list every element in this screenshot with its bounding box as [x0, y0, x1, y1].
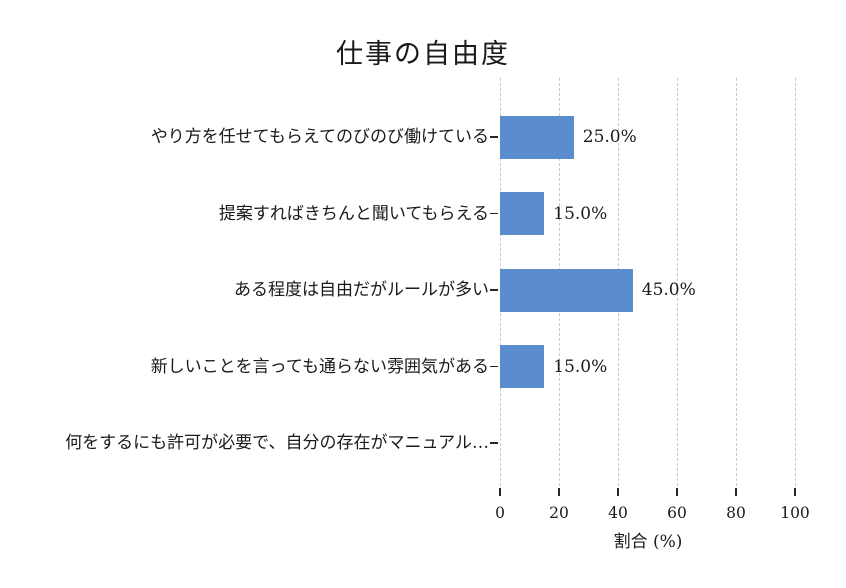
category-label: ある程度は自由だがルールが多い [234, 280, 489, 300]
bar-value-label: 15.0% [553, 356, 608, 377]
y-tick [490, 136, 498, 138]
bar [500, 345, 545, 388]
x-tick [617, 488, 619, 496]
x-tick-label: 80 [726, 504, 746, 522]
y-tick [490, 212, 498, 215]
bar [500, 268, 633, 312]
y-tick [490, 365, 498, 368]
category-label: 新しいことを言っても通らない雰囲気がある [150, 356, 489, 377]
chart-title: 仕事の自由度 [336, 39, 510, 70]
x-tick [499, 488, 501, 496]
x-tick [558, 488, 560, 496]
x-tick [676, 488, 678, 496]
category-label: 何をするにも許可が必要で、自分の存在がマニュアル… [65, 433, 489, 453]
x-tick [794, 488, 796, 496]
plot-area [500, 78, 796, 486]
category-label: やり方を任せてもらえてのびのび働けている [150, 127, 489, 147]
x-tick [735, 488, 737, 496]
bar [500, 115, 574, 159]
y-tick [490, 442, 498, 444]
x-tick-label: 60 [667, 504, 687, 522]
bar-value-label: 25.0% [582, 127, 637, 147]
category-label: 提案すればきちんと聞いてもらえる [218, 203, 489, 224]
x-tick-label: 40 [608, 504, 628, 522]
x-axis-label: 割合 (%) [613, 532, 683, 552]
gridline [736, 78, 737, 486]
bar [500, 192, 545, 235]
bar-value-label: 15.0% [553, 203, 608, 224]
x-tick-label: 100 [780, 504, 810, 522]
gridline [677, 78, 678, 486]
gridline [795, 78, 796, 486]
x-tick-label: 0 [495, 504, 505, 522]
bar-value-label: 45.0% [641, 280, 696, 300]
x-tick-label: 20 [549, 504, 569, 522]
y-tick [490, 289, 498, 291]
